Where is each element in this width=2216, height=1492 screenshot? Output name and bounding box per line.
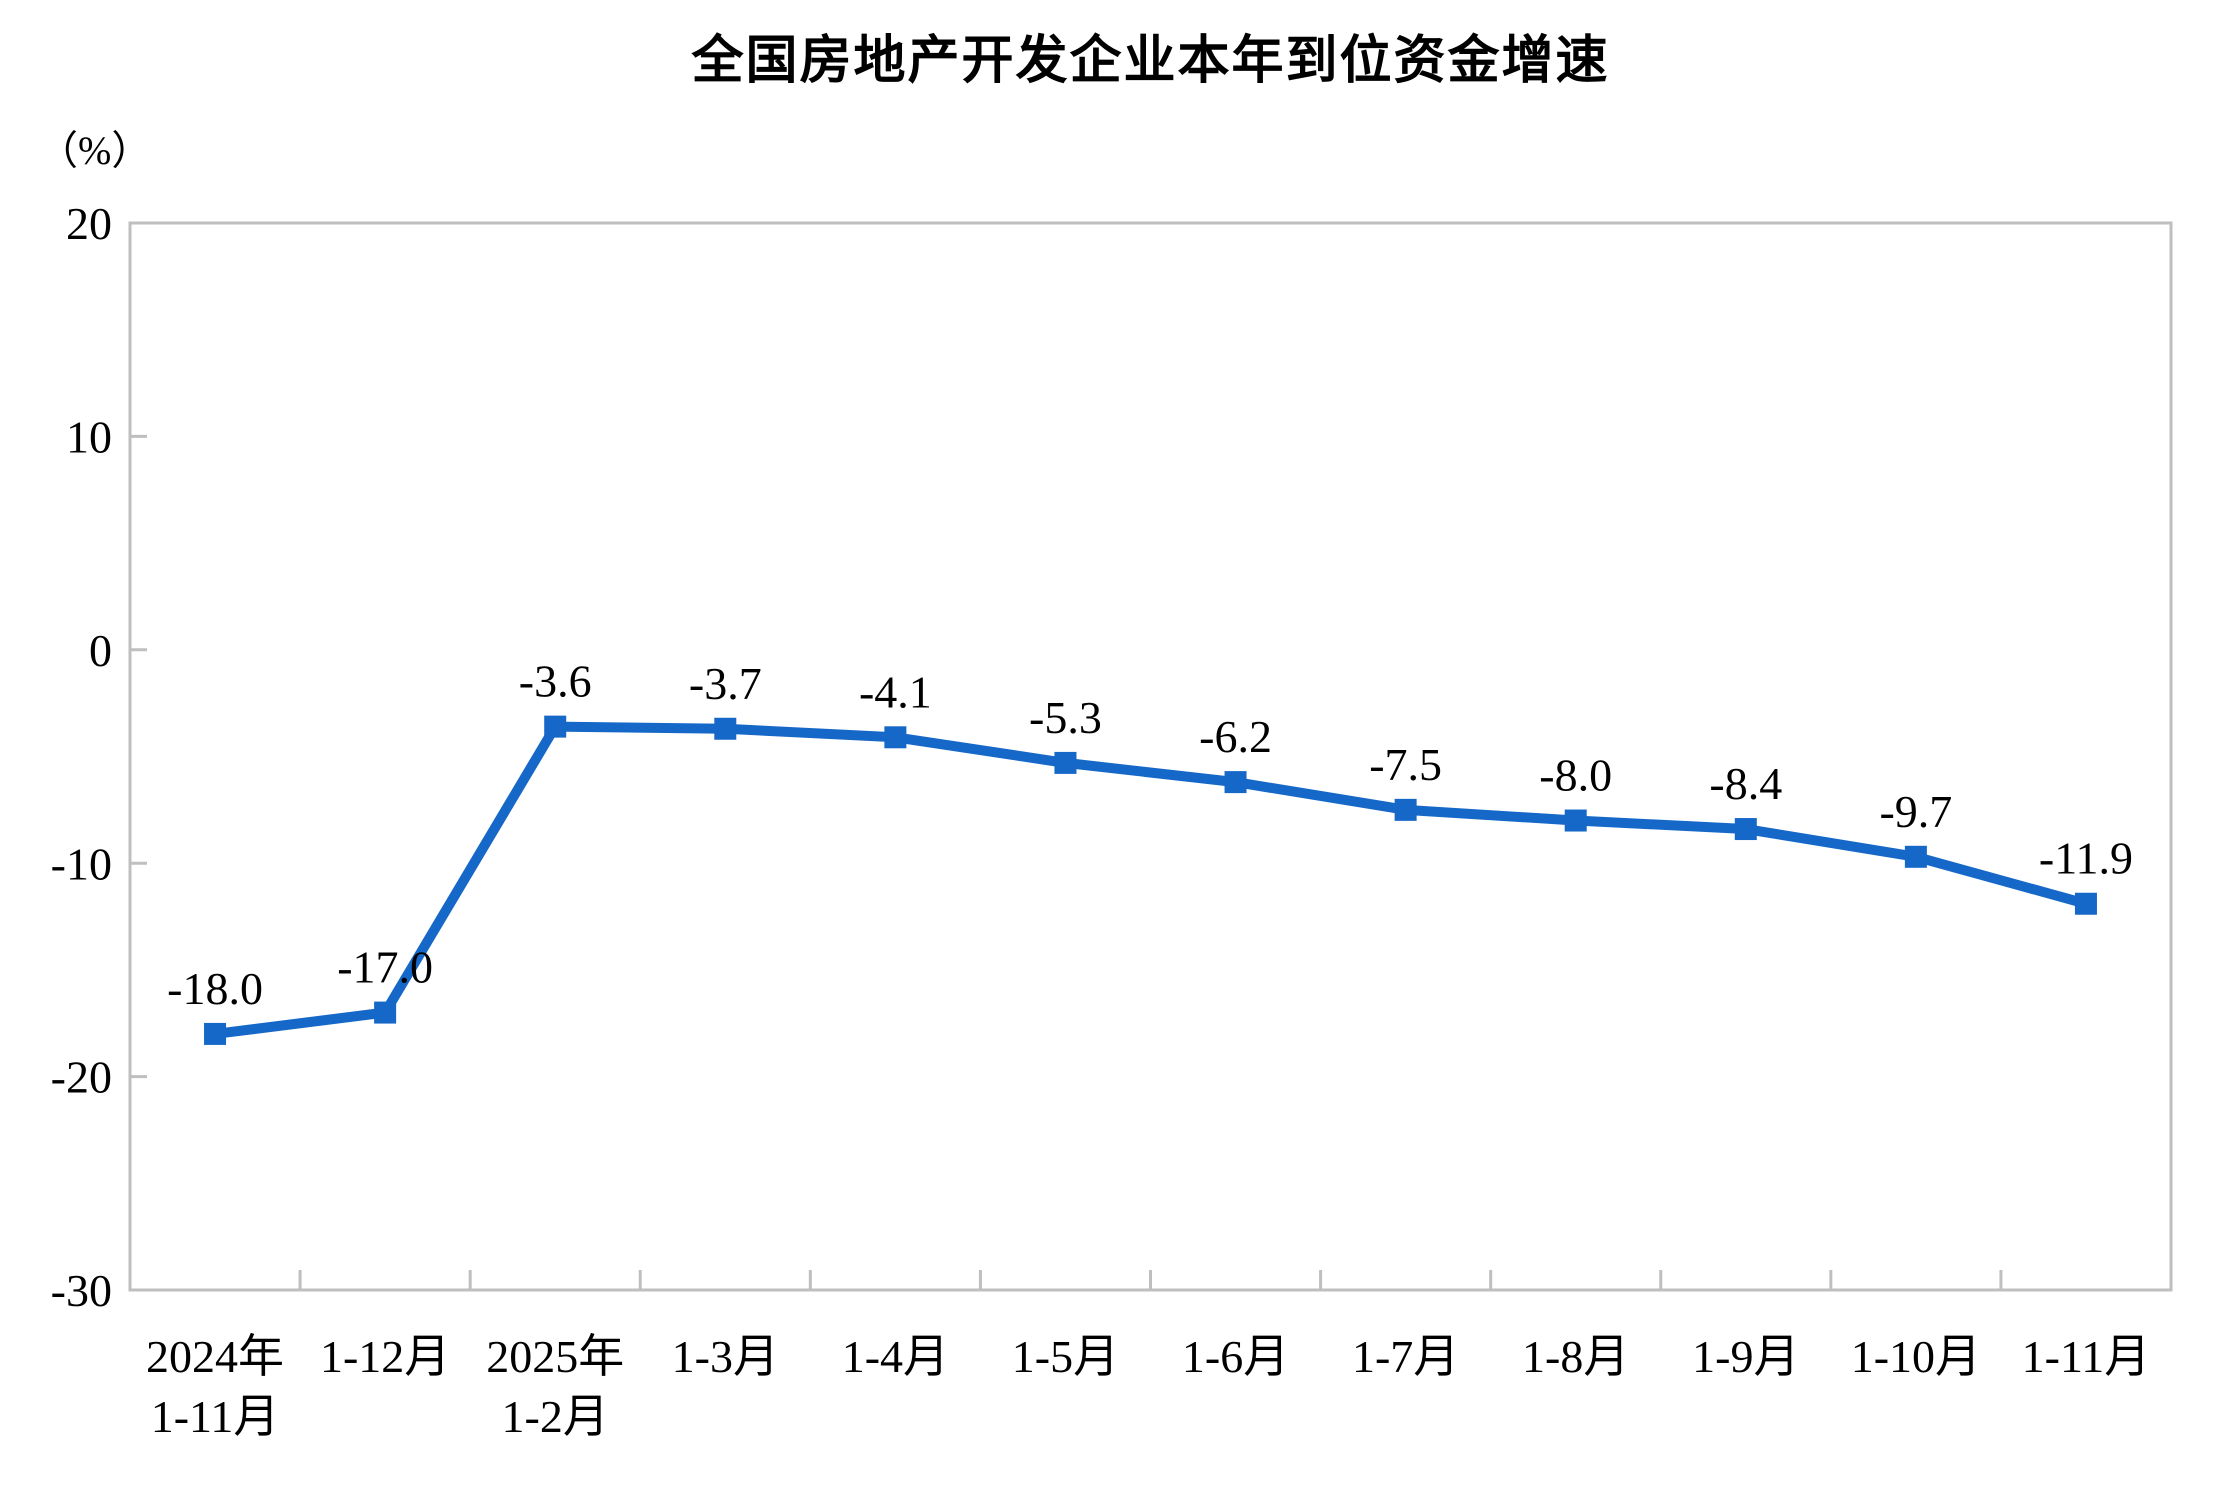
data-point-label: -9.7 [1879,786,1952,837]
x-axis-label: 2024年 [146,1331,284,1382]
x-axis-label: 1-11月 [2022,1331,2151,1382]
data-point-marker [1904,845,1927,868]
x-axis-label: 1-4月 [842,1331,949,1382]
data-point-label: -5.3 [1029,692,1102,743]
data-point-label: -17.0 [337,942,433,993]
x-axis-label: 1-2月 [502,1391,609,1442]
chart-title: 全国房地产开发企业本年到位资金增速 [691,33,1610,90]
data-point-marker [1394,798,1417,821]
x-axis-label: 1-7月 [1352,1331,1459,1382]
data-point-marker [1734,818,1757,841]
data-point-marker [204,1022,227,1045]
x-axis-label: 1-5月 [1012,1331,1119,1382]
data-point-marker [374,1001,397,1024]
data-point-label: -3.7 [689,658,762,709]
x-axis-label: 1-3月 [672,1331,779,1382]
data-point-label: -18.0 [167,963,263,1014]
data-point-marker [1054,751,1077,774]
data-point-marker [884,726,907,749]
data-point-marker [714,717,737,740]
data-point-label: -11.9 [2039,833,2133,884]
data-point-label: -3.6 [519,656,592,707]
x-axis-label: 1-10月 [1851,1331,1981,1382]
x-axis-label: 1-6月 [1182,1331,1289,1382]
y-axis-tick-label: 10 [66,412,112,463]
data-point-marker [1564,809,1587,832]
data-point-label: -8.0 [1539,750,1612,801]
y-axis-tick-label: -30 [51,1265,112,1316]
y-axis-tick-label: 20 [66,198,112,249]
plot-area-border [128,221,2173,1292]
y-axis-tick-label: -20 [51,1052,112,1103]
data-point-label: -4.1 [859,666,932,717]
data-point-marker [2074,892,2097,915]
y-axis-unit-label: （%） [38,128,152,173]
data-point-label: -8.4 [1709,758,1782,809]
data-line [214,721,2088,1039]
x-axis-label: 2025年 [486,1331,624,1382]
data-point-marker [544,715,567,738]
x-axis-label: 1-8月 [1522,1331,1629,1382]
data-point-label: -7.5 [1369,739,1442,790]
x-axis-label: 1-12月 [320,1331,450,1382]
data-point-label: -6.2 [1199,711,1272,762]
x-axis-label: 1-9月 [1692,1331,1799,1382]
y-axis-tick-label: -10 [51,838,112,889]
data-point-marker [1224,771,1247,794]
y-axis-tick-label: 0 [89,625,112,676]
x-axis-label: 1-11月 [151,1391,280,1442]
